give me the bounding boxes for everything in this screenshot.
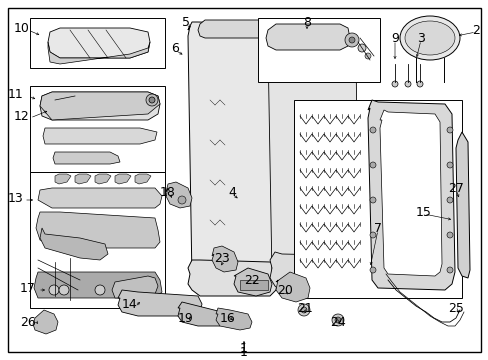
Circle shape xyxy=(446,232,452,238)
Text: 18: 18 xyxy=(160,185,176,198)
Polygon shape xyxy=(34,272,162,298)
Circle shape xyxy=(369,267,375,273)
Text: 27: 27 xyxy=(447,181,463,194)
Polygon shape xyxy=(455,132,469,278)
Polygon shape xyxy=(234,268,271,296)
Text: 15: 15 xyxy=(415,206,431,219)
Circle shape xyxy=(331,314,343,326)
Bar xyxy=(30,86,164,172)
Polygon shape xyxy=(216,308,251,330)
Polygon shape xyxy=(48,28,150,58)
Polygon shape xyxy=(265,24,349,50)
Polygon shape xyxy=(112,276,158,298)
Text: 21: 21 xyxy=(297,302,312,315)
Polygon shape xyxy=(118,290,202,316)
Circle shape xyxy=(345,33,358,47)
Circle shape xyxy=(334,317,340,323)
Text: 5: 5 xyxy=(182,15,190,28)
Text: 25: 25 xyxy=(447,302,463,315)
Polygon shape xyxy=(178,302,224,326)
Circle shape xyxy=(416,81,422,87)
Polygon shape xyxy=(75,174,91,184)
Circle shape xyxy=(149,97,155,103)
Circle shape xyxy=(59,285,69,295)
Bar xyxy=(293,100,461,298)
Circle shape xyxy=(446,127,452,133)
Text: 24: 24 xyxy=(329,315,345,328)
Circle shape xyxy=(446,162,452,168)
Polygon shape xyxy=(275,272,309,302)
Polygon shape xyxy=(43,128,157,144)
Ellipse shape xyxy=(399,16,459,60)
Circle shape xyxy=(391,81,397,87)
Bar xyxy=(30,18,164,68)
Text: 8: 8 xyxy=(303,15,310,28)
Circle shape xyxy=(446,267,452,273)
Text: 23: 23 xyxy=(214,252,229,265)
Polygon shape xyxy=(48,42,150,64)
Text: 3: 3 xyxy=(416,31,424,45)
Polygon shape xyxy=(40,92,160,120)
Polygon shape xyxy=(187,22,273,290)
Polygon shape xyxy=(267,30,357,286)
Circle shape xyxy=(369,197,375,203)
Polygon shape xyxy=(367,100,454,290)
Circle shape xyxy=(369,127,375,133)
Text: 14: 14 xyxy=(122,298,138,311)
Polygon shape xyxy=(198,20,267,38)
Ellipse shape xyxy=(404,21,454,55)
Text: 9: 9 xyxy=(390,31,398,45)
Circle shape xyxy=(357,44,365,52)
Polygon shape xyxy=(135,174,151,184)
Circle shape xyxy=(49,285,59,295)
Text: 1: 1 xyxy=(240,346,247,359)
Polygon shape xyxy=(95,174,111,184)
Polygon shape xyxy=(187,260,278,296)
Text: 7: 7 xyxy=(373,221,381,234)
Polygon shape xyxy=(55,174,71,184)
Text: 11: 11 xyxy=(8,89,24,102)
Circle shape xyxy=(369,162,375,168)
Circle shape xyxy=(404,81,410,87)
Text: 20: 20 xyxy=(277,284,292,297)
Polygon shape xyxy=(33,310,58,334)
Polygon shape xyxy=(379,110,441,276)
Text: 2: 2 xyxy=(471,23,479,36)
Circle shape xyxy=(297,304,309,316)
Circle shape xyxy=(364,53,370,59)
Text: 13: 13 xyxy=(8,192,24,204)
Polygon shape xyxy=(36,212,160,248)
Polygon shape xyxy=(40,228,108,260)
Text: 10: 10 xyxy=(14,22,30,35)
Circle shape xyxy=(446,197,452,203)
Bar xyxy=(240,280,267,290)
Circle shape xyxy=(95,285,105,295)
Polygon shape xyxy=(165,182,192,208)
Bar xyxy=(30,172,164,308)
Text: 16: 16 xyxy=(220,311,235,324)
Text: 17: 17 xyxy=(20,282,36,294)
Circle shape xyxy=(301,307,306,313)
Polygon shape xyxy=(212,246,238,272)
Polygon shape xyxy=(38,188,162,208)
Text: 1: 1 xyxy=(240,342,247,355)
Circle shape xyxy=(178,196,185,204)
Bar xyxy=(258,18,379,82)
Polygon shape xyxy=(53,152,120,164)
Text: 19: 19 xyxy=(178,311,193,324)
Circle shape xyxy=(369,232,375,238)
Circle shape xyxy=(146,94,158,106)
Text: 12: 12 xyxy=(14,109,30,122)
Text: 4: 4 xyxy=(227,185,235,198)
Circle shape xyxy=(348,37,354,43)
Polygon shape xyxy=(115,174,131,184)
Polygon shape xyxy=(40,92,160,120)
Text: 26: 26 xyxy=(20,315,36,328)
Polygon shape xyxy=(269,252,379,294)
Text: 6: 6 xyxy=(171,41,179,54)
Text: 22: 22 xyxy=(244,274,259,287)
